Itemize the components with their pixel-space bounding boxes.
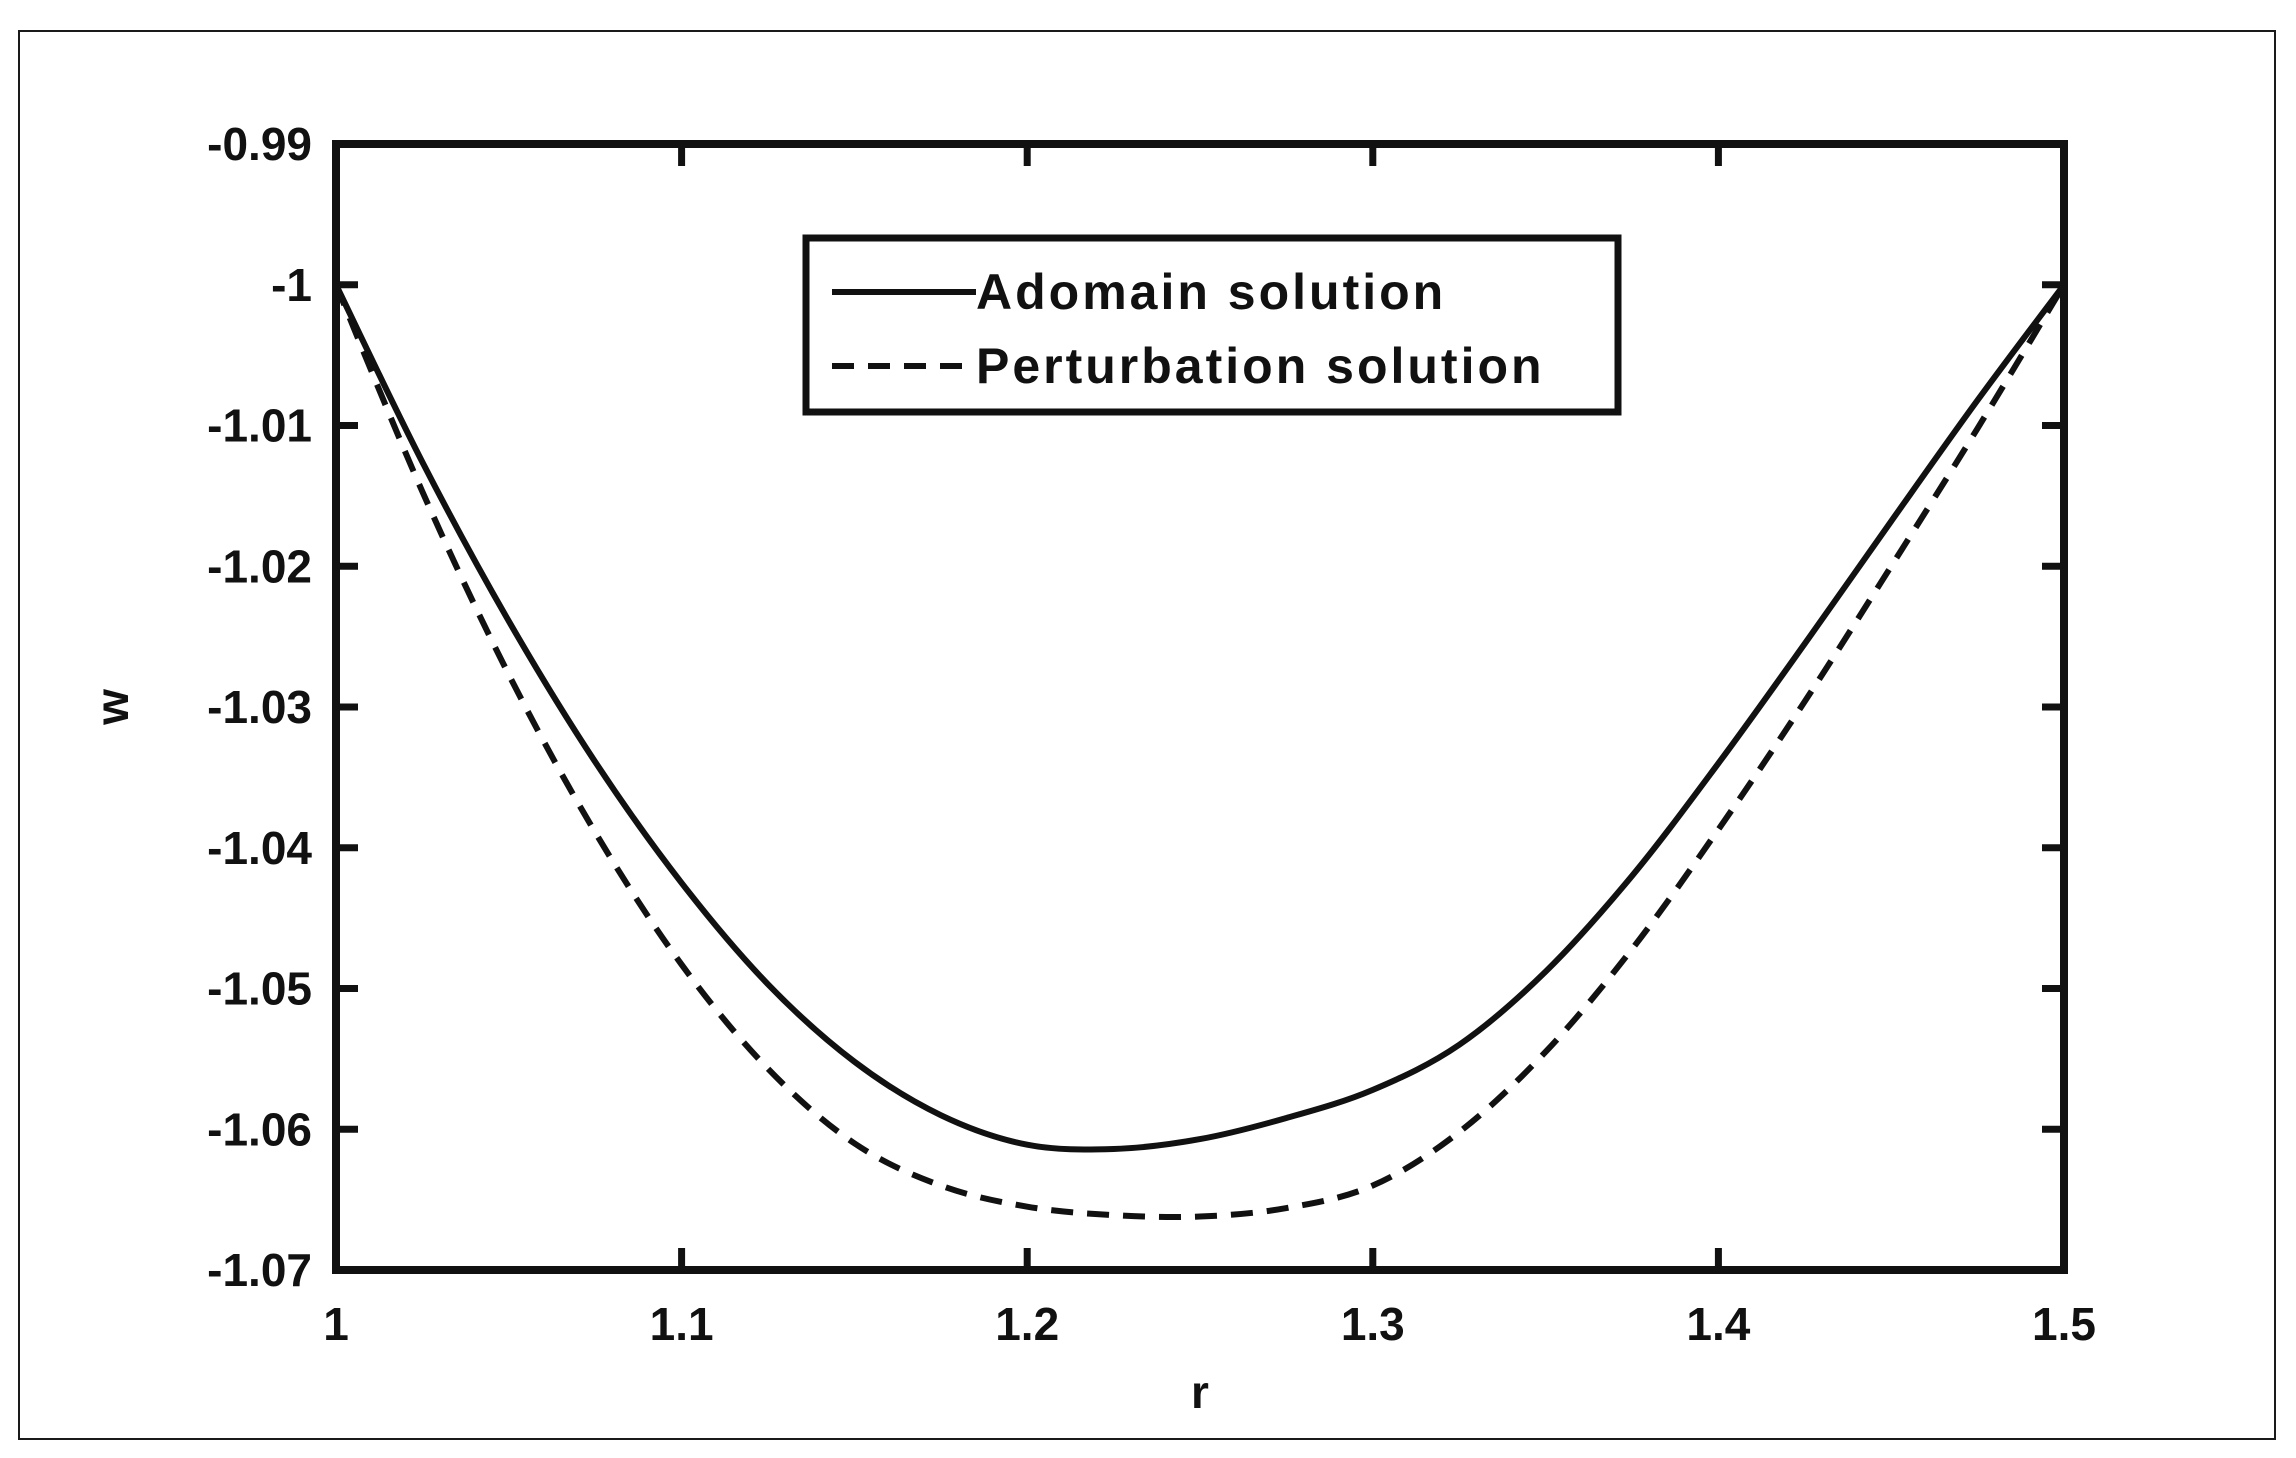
axes-box bbox=[332, 140, 2068, 1274]
y-tick-label: -1.04 bbox=[207, 822, 312, 874]
x-tick-label: 1.4 bbox=[1686, 1298, 1750, 1350]
x-axis-label: r bbox=[1191, 1366, 1209, 1418]
y-tick-label: -1.07 bbox=[207, 1244, 312, 1296]
y-tick-label: -1.06 bbox=[207, 1103, 312, 1155]
line-chart: 1 1.1 1.2 1.3 1.4 1.5 -0.99 -1 -1.01 -1.02 -1.03 -1… bbox=[86, 118, 2096, 1418]
y-tick-label: -1.01 bbox=[207, 400, 312, 452]
series-line-perturbation bbox=[333, 283, 2067, 1221]
y-tick-label: -1.02 bbox=[207, 540, 312, 592]
series-line-adomain bbox=[333, 282, 2067, 1153]
y-tick-label: -1.05 bbox=[207, 963, 312, 1015]
legend: Adomain solution Perturbation solution bbox=[802, 234, 1622, 416]
figure-frame: 1 1.1 1.2 1.3 1.4 1.5 -0.99 -1 -1.01 -1.02 -1.03 -1… bbox=[18, 30, 2276, 1440]
legend-box bbox=[802, 234, 1622, 416]
y-tick-label: -1.03 bbox=[207, 681, 312, 733]
y-tick-label: -1 bbox=[271, 259, 312, 311]
x-tick-label: 1.5 bbox=[2032, 1298, 2096, 1350]
tick-labels-layer: 1 1.1 1.2 1.3 1.4 1.5 -0.99 -1 -1.01 -1.02 -1.03 -1… bbox=[207, 118, 2096, 1350]
legend-label-perturbation: Perturbation solution bbox=[976, 338, 1545, 394]
x-tick-label: 1.3 bbox=[1341, 1298, 1405, 1350]
series-layer bbox=[333, 282, 2067, 1221]
y-tick-label: -0.99 bbox=[207, 118, 312, 170]
legend-label-adomain: Adomain solution bbox=[976, 264, 1446, 320]
x-tick-label: 1 bbox=[323, 1298, 349, 1350]
y-axis-label: w bbox=[86, 689, 138, 726]
x-tick-label: 1.2 bbox=[995, 1298, 1059, 1350]
x-tick-label: 1.1 bbox=[650, 1298, 714, 1350]
